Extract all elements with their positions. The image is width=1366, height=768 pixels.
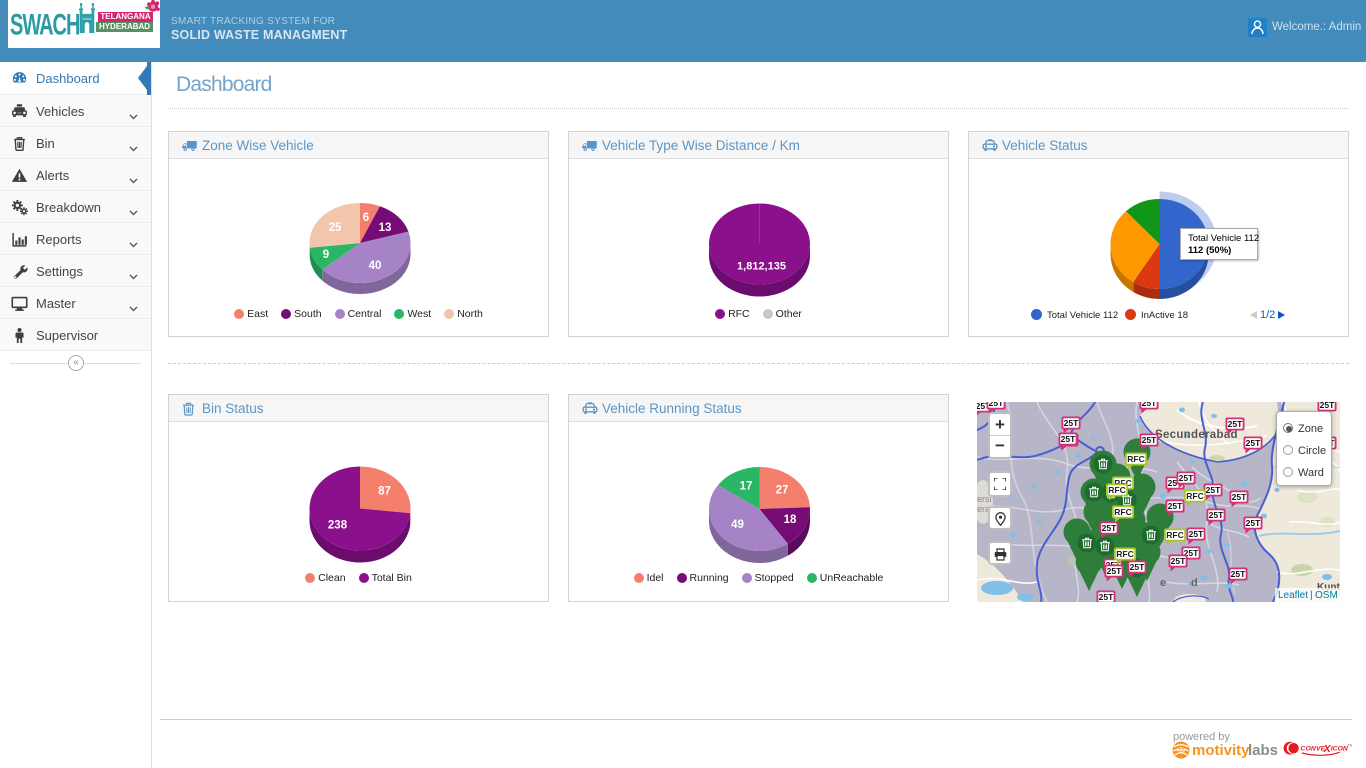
svg-text:Kuntlo: Kuntlo — [1317, 582, 1340, 593]
svg-text:17: 17 — [740, 481, 753, 493]
svg-text:25T: 25T — [1228, 419, 1243, 429]
svg-text:RFC: RFC — [1108, 485, 1125, 495]
svg-text:25T: 25T — [1232, 492, 1247, 502]
svg-text:25T: 25T — [1206, 485, 1221, 495]
svg-text:d: d — [1191, 577, 1198, 589]
svg-text:238: 238 — [328, 520, 348, 532]
svg-text:CONVE: CONVE — [1300, 746, 1325, 753]
svg-text:25T: 25T — [1320, 402, 1335, 410]
svg-text:RFC: RFC — [1186, 491, 1203, 501]
svg-text:49: 49 — [731, 519, 744, 531]
svg-text:9: 9 — [323, 249, 329, 261]
svg-text:1,812,135: 1,812,135 — [737, 261, 786, 273]
svg-text:25T: 25T — [1107, 566, 1122, 576]
svg-text:25T: 25T — [1168, 478, 1183, 488]
svg-text:25T: 25T — [1179, 473, 1194, 483]
svg-text:labs: labs — [1248, 742, 1278, 759]
svg-text:25T: 25T — [1061, 434, 1076, 444]
svg-text:era: era — [977, 504, 990, 514]
svg-text:25T: 25T — [1142, 435, 1157, 445]
svg-text:25T: 25T — [1064, 418, 1079, 428]
svg-text:OSM: OSM — [1315, 590, 1338, 601]
svg-text:RFC: RFC — [1127, 454, 1144, 464]
svg-text:25T: 25T — [1130, 562, 1145, 572]
svg-text:18: 18 — [784, 514, 797, 526]
svg-text:40: 40 — [369, 260, 382, 272]
svg-text:25T: 25T — [1231, 569, 1246, 579]
svg-text:RFC: RFC — [1166, 530, 1183, 540]
svg-text:25T: 25T — [1171, 556, 1186, 566]
svg-text:ersi: ersi — [977, 494, 992, 504]
svg-text:TM: TM — [1348, 743, 1352, 748]
svg-text:RFC: RFC — [1114, 478, 1131, 488]
svg-text:87: 87 — [378, 486, 391, 498]
svg-text:25T: 25T — [989, 402, 1004, 408]
svg-text:6: 6 — [363, 212, 369, 224]
svg-text:25T: 25T — [1246, 518, 1261, 528]
svg-text:RFC: RFC — [1116, 549, 1133, 559]
svg-text:25T: 25T — [1209, 510, 1224, 520]
svg-text:25T: 25T — [977, 402, 991, 411]
svg-text:25T: 25T — [1099, 592, 1114, 602]
svg-text:25: 25 — [329, 222, 342, 234]
svg-text:25T: 25T — [1102, 523, 1117, 533]
svg-text:25T: 25T — [1184, 548, 1199, 558]
svg-text:ICON: ICON — [1331, 746, 1349, 753]
svg-text:Secunderabad: Secunderabad — [1155, 429, 1238, 441]
svg-text:25T: 25T — [1189, 529, 1204, 539]
svg-text:25T: 25T — [1142, 402, 1157, 408]
svg-text:X: X — [1323, 744, 1332, 755]
svg-text:25T: 25T — [1246, 438, 1261, 448]
svg-text:|: | — [1310, 590, 1313, 601]
svg-text:25T: 25T — [1168, 501, 1183, 511]
svg-text:RFC: RFC — [1114, 507, 1131, 517]
svg-text:13: 13 — [379, 222, 392, 234]
svg-text:27: 27 — [776, 485, 789, 497]
svg-text:e: e — [1160, 577, 1166, 589]
svg-text:Leaflet: Leaflet — [1278, 590, 1308, 601]
svg-text:motivity: motivity — [1192, 742, 1250, 759]
svg-text:22: 22 — [1178, 748, 1184, 754]
